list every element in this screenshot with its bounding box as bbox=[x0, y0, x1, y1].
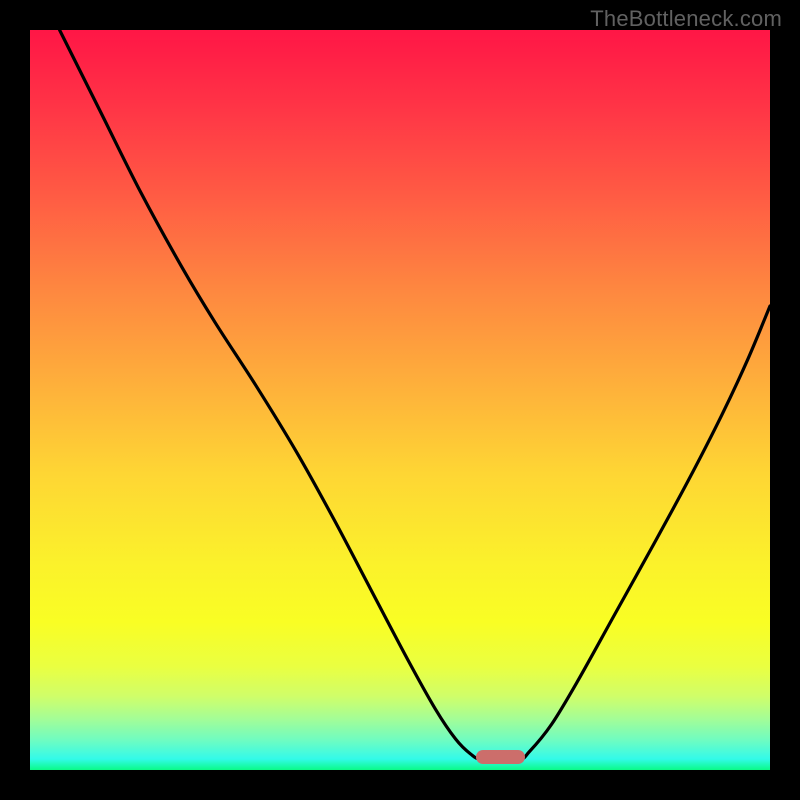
gradient-chart-svg bbox=[30, 30, 770, 770]
chart-container bbox=[30, 30, 770, 770]
optimal-point-marker bbox=[476, 750, 525, 764]
gradient-background bbox=[30, 30, 770, 770]
watermark-text: TheBottleneck.com bbox=[590, 6, 782, 32]
